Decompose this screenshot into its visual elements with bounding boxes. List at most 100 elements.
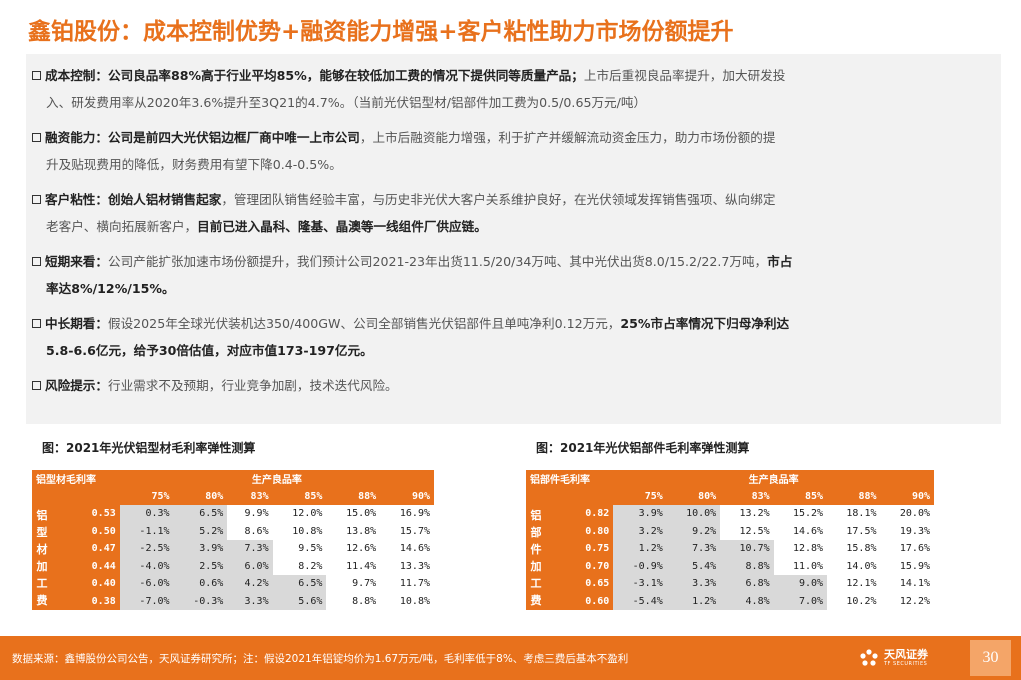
bullet-text: 上市后重视良品率提升，加大研发投	[583, 68, 786, 83]
table-cell: 8.8%	[326, 592, 381, 610]
table-cell: 15.0%	[326, 505, 381, 523]
column-header: 88%	[827, 487, 881, 505]
table-cell: -1.1%	[119, 522, 174, 540]
table-row: 0.44 -4.0% 2.5% 6.0% 8.2% 11.4% 13.3%	[32, 557, 434, 575]
sensitivity-table-profile: 铝型材毛利率 生产良品率 75% 80% 83% 85% 88% 90% 铝型材加工费 0.53 0…	[32, 470, 434, 610]
table-cell: 11.7%	[380, 575, 434, 593]
row-axis-label-text: 铝型材加工费	[36, 508, 48, 607]
table-corner-label: 铝部件毛利率	[526, 470, 614, 488]
table-cell: 12.1%	[827, 575, 881, 593]
checkbox-square-icon	[32, 133, 41, 142]
bullet-text-cont: 升及贴现费用的降低，财务费用有望下降0.4-0.5%。	[46, 157, 342, 172]
table-cell: -0.9%	[613, 557, 667, 575]
bullet-cost-control: 成本控制：公司良品率88%高于行业平均85%，能够在较低加工费的情况下提供同等质…	[32, 62, 991, 116]
column-header: 83%	[720, 487, 774, 505]
table-cell: 3.9%	[173, 540, 228, 558]
table-cell: 14.1%	[880, 575, 934, 593]
table-cell: 8.6%	[227, 522, 273, 540]
table-cell: 3.2%	[613, 522, 667, 540]
bullet-text-cont: 入、研发费用率从2020年3.6%提升至3Q21的4.7%。（当前光伏铝型材/铝…	[46, 95, 647, 110]
bullet-bold-text: 市占	[767, 254, 793, 269]
table-cell: 9.5%	[272, 540, 327, 558]
table-row: 0.65 -3.1% 3.3% 6.8% 9.0% 12.1% 14.1%	[526, 575, 934, 593]
table-cell: 12.6%	[326, 540, 381, 558]
row-header-fee: 0.53	[52, 505, 120, 523]
logo-text: 天风证券 TF SECURITIES	[884, 647, 928, 668]
bullet-long-term: 中长期看：假设2025年全球光伏装机达350/400GW、公司全部销售光伏铝部件…	[32, 310, 991, 364]
bullet-text: 行业需求不及预期，行业竞争加剧，技术迭代风险。	[107, 378, 398, 393]
bullet-label: 风险提示：	[45, 378, 108, 393]
column-group-header: 生产良品率	[613, 470, 934, 488]
bullet-label: 融资能力：	[45, 130, 108, 145]
bullet-label: 客户粘性：	[45, 192, 108, 207]
row-header-fee: 0.50	[52, 522, 120, 540]
table-row: 0.47 -2.5% 3.9% 7.3% 9.5% 12.6% 14.6%	[32, 540, 434, 558]
bullet-text: ，管理团队销售经验丰富，与历史非光伏大客户关系维护良好，在光伏领域发挥销售强项、…	[221, 192, 776, 207]
table-cell: 7.3%	[227, 540, 273, 558]
table-cell: 0.3%	[119, 505, 174, 523]
table-cell: 6.5%	[272, 575, 327, 593]
table-cell: 10.8%	[380, 592, 434, 610]
table-cell: 19.3%	[880, 522, 934, 540]
table-row: 铝型材加工费 0.53 0.3% 6.5% 9.9% 12.0% 15.0% 16.9%	[32, 505, 434, 610]
table-cell: 11.4%	[326, 557, 381, 575]
table-cell: 7.0%	[773, 592, 828, 610]
table-cell: 1.2%	[666, 592, 721, 610]
table-cell: 8.2%	[272, 557, 327, 575]
bullet-text-cont: 老客户、横向拓展新客户，目前已进入晶科、隆基、晶澳等一线组件厂供应链。	[32, 213, 991, 240]
bullet-bold-text: 创始人铝材销售起家	[107, 192, 222, 207]
logo-name-cn: 天风证券	[884, 647, 928, 661]
row-header-fee: 0.65	[546, 575, 614, 593]
column-header: 83%	[227, 487, 273, 505]
column-header: 88%	[326, 487, 381, 505]
bullet-bold-text: 25%市占率情况下归母净利达	[620, 316, 790, 331]
bullet-text: 公司产能扩张加速市场份额提升，我们预计公司2021-23年出货11.5/20/3…	[107, 254, 768, 269]
table-cell: 3.9%	[613, 505, 667, 523]
sensitivity-table-parts: 铝部件毛利率 生产良品率 75% 80% 83% 85% 88% 90% 铝部件加工费 0.82 3…	[526, 470, 934, 610]
row-header-fee: 0.82	[546, 505, 614, 523]
bullet-bold-text: 公司良品率88%高于行业平均85%，能够在较低加工费的情况下提供同等质量产品；	[107, 68, 584, 83]
column-header: 85%	[272, 487, 327, 505]
table-cell: 9.7%	[326, 575, 381, 593]
footer-bar: 数据来源：鑫博股份公司公告，天风证券研究所；注：假设2021年铝锭均价为1.67…	[0, 636, 1021, 680]
row-header-fee: 0.80	[546, 522, 614, 540]
table-cell: -2.5%	[119, 540, 174, 558]
table-cell: 0.6%	[173, 575, 228, 593]
bullet-text: 假设2025年全球光伏装机达350/400GW、公司全部销售光伏铝部件且单吨净利…	[107, 316, 621, 331]
row-header-fee: 0.75	[546, 540, 614, 558]
table-cell: 15.8%	[827, 540, 881, 558]
table-cell: 11.0%	[773, 557, 828, 575]
table-cell: 6.8%	[720, 575, 774, 593]
table-cell: 15.7%	[380, 522, 434, 540]
table-cell: 5.6%	[272, 592, 327, 610]
bullet-bold-text-cont: 5.8-6.6亿元，给予30倍估值，对应市值173-197亿元。	[46, 343, 373, 358]
bullet-label: 中长期看：	[45, 316, 108, 331]
table-row: 0.38 -7.0% -0.3% 3.3% 5.6% 8.8% 10.8%	[32, 592, 434, 610]
table-cell: 14.6%	[773, 522, 828, 540]
table-row: 0.40 -6.0% 0.6% 4.2% 6.5% 9.7% 11.7%	[32, 575, 434, 593]
column-header: 75%	[119, 487, 174, 505]
row-axis-label: 铝部件加工费	[526, 505, 546, 610]
table-cell: 10.8%	[272, 522, 327, 540]
table-cell: 9.0%	[773, 575, 828, 593]
row-header-fee: 0.60	[546, 592, 614, 610]
table-cell: 2.5%	[173, 557, 228, 575]
table-cell: 9.9%	[227, 505, 273, 523]
page-number: 30	[970, 640, 1011, 676]
table-row: 0.70 -0.9% 5.4% 8.8% 11.0% 14.0% 15.9%	[526, 557, 934, 575]
table-row: 0.60 -5.4% 1.2% 4.8% 7.0% 10.2% 12.2%	[526, 592, 934, 610]
bullet-short-term: 短期来看：公司产能扩张加速市场份额提升，我们预计公司2021-23年出货11.5…	[32, 248, 991, 302]
table-cell: 10.7%	[720, 540, 774, 558]
table-cell: 8.8%	[720, 557, 774, 575]
column-header: 80%	[666, 487, 721, 505]
table-cell: 12.5%	[720, 522, 774, 540]
figure-caption-profile: 图：2021年光伏铝型材毛利率弹性测算	[42, 441, 256, 455]
table-cell: 10.0%	[666, 505, 721, 523]
header-spacer	[526, 487, 614, 505]
bullet-text: 老客户、横向拓展新客户，	[46, 219, 198, 234]
table-cell: 12.2%	[880, 592, 934, 610]
column-header: 90%	[880, 487, 934, 505]
footer-source-note: 数据来源：鑫博股份公司公告，天风证券研究所；注：假设2021年铝锭均价为1.67…	[12, 653, 629, 665]
table-cell: 6.5%	[173, 505, 228, 523]
row-header-fee: 0.47	[52, 540, 120, 558]
